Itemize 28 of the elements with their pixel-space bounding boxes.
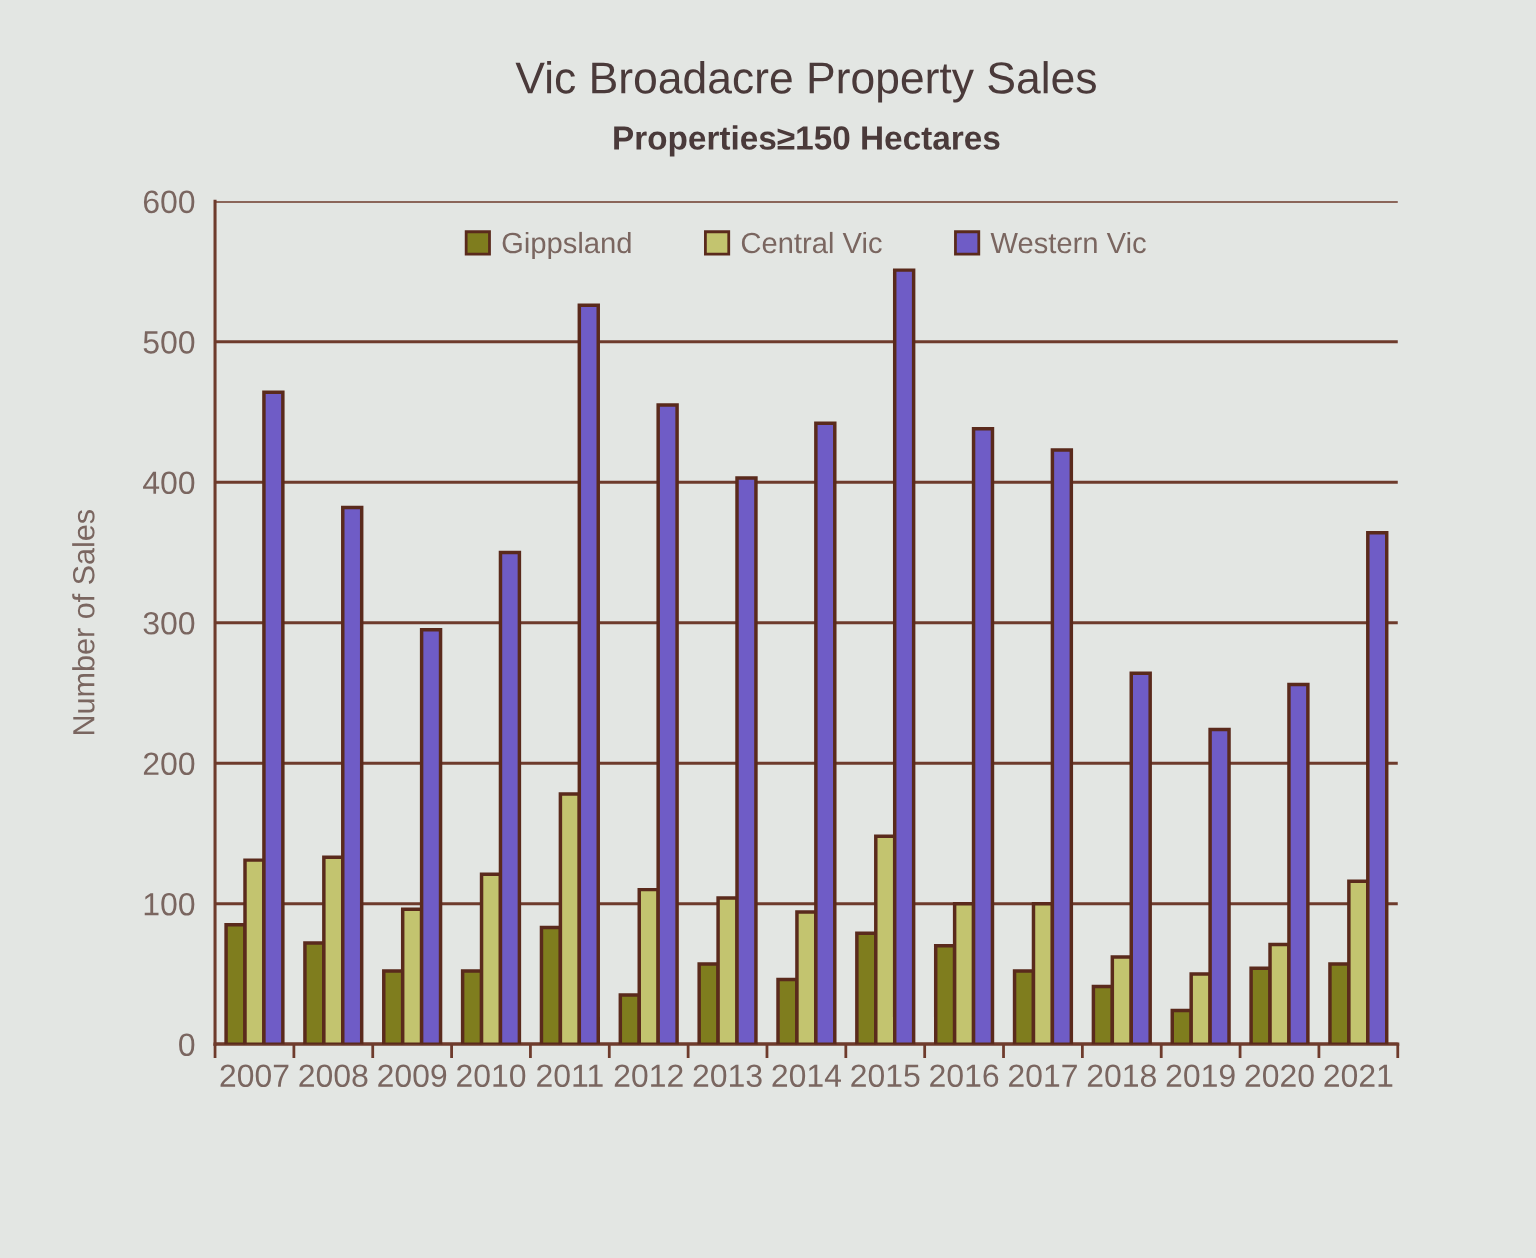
y-axis-title: Number of Sales — [72, 510, 95, 734]
x-tick-label: 2015 — [851, 1064, 920, 1088]
legend-label: Gippsland — [502, 231, 631, 260]
y-tick-label: 400 — [143, 471, 195, 495]
y-tick-label: 0 — [179, 1033, 195, 1057]
x-tick-label: 2021 — [1324, 1064, 1393, 1088]
x-tick-label: 2013 — [693, 1064, 762, 1088]
x-tick-label: 2014 — [772, 1064, 841, 1088]
legend-label: Western Vic — [990, 231, 1146, 254]
x-tick-label: 2012 — [614, 1064, 683, 1088]
x-tick-label: 2020 — [1245, 1064, 1314, 1088]
x-tick-label: 2009 — [378, 1064, 447, 1088]
y-tick-label: 600 — [143, 190, 195, 214]
legend-label: Central Vic — [741, 231, 882, 254]
x-tick-label: 2017 — [1009, 1064, 1077, 1088]
x-tick-label: 2008 — [299, 1064, 368, 1088]
y-tick-label: 100 — [144, 892, 195, 916]
x-tick-label: 2016 — [930, 1064, 999, 1088]
x-tick-label: 2019 — [1166, 1064, 1235, 1088]
y-tick-label: 200 — [143, 752, 195, 776]
x-tick-label: 2018 — [1087, 1064, 1156, 1088]
y-tick-label: 500 — [143, 331, 195, 354]
chart-title: Vic Broadacre Property Sales — [515, 61, 1096, 103]
x-tick-label: 2011 — [537, 1064, 603, 1088]
y-tick-label: 300 — [143, 611, 195, 635]
chart-subtitle: Properties≥150 Hectares — [614, 125, 1000, 157]
x-tick-label: 2010 — [457, 1064, 526, 1088]
x-tick-label: 2007 — [220, 1064, 289, 1088]
